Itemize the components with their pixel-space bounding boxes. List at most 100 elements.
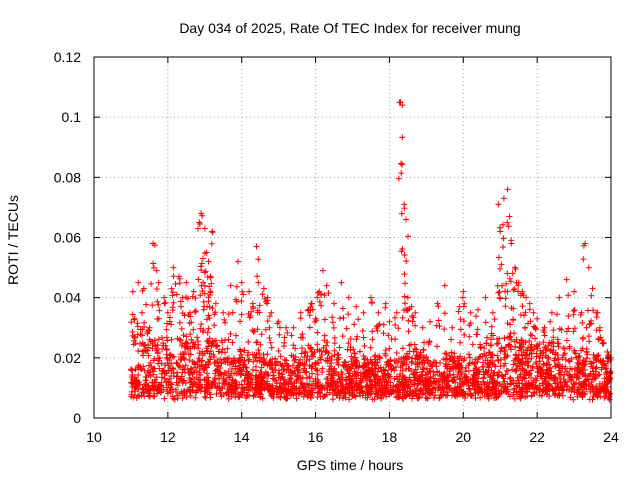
scatter-point-dense [419, 377, 426, 384]
scatter-point-dense [501, 334, 508, 341]
scatter-point [312, 315, 319, 322]
scatter-point-dense [564, 383, 571, 390]
scatter-point-dense [149, 366, 156, 373]
scatter-point-spike [254, 339, 261, 346]
scatter-point-spike [162, 342, 169, 349]
scatter-point-spike [309, 306, 316, 313]
scatter-point-spike [398, 160, 405, 167]
scatter-point-dense [475, 389, 482, 396]
scatter-point-spike [565, 292, 572, 299]
scatter-point-spike [607, 370, 614, 377]
scatter-point-dense [279, 382, 286, 389]
scatter-point-spike [521, 325, 528, 332]
scatter-point-dense [546, 393, 553, 400]
scatter-point [399, 102, 406, 109]
scatter-point-spike [583, 349, 590, 356]
scatter-point-spike [503, 280, 510, 287]
scatter-point-dense [502, 371, 509, 378]
scatter-point-dense [410, 380, 417, 387]
scatter-point-spike [596, 358, 603, 365]
scatter-point-spike [183, 294, 190, 301]
scatter-point-dense [540, 360, 547, 367]
scatter-point-spike [563, 328, 570, 335]
scatter-point-dense [196, 350, 203, 357]
scatter-point-dense [212, 376, 219, 383]
scatter-point-dense [512, 352, 519, 359]
scatter-point-dense [394, 393, 401, 400]
scatter-point-spike [517, 311, 524, 318]
scatter-point-spike [176, 275, 183, 282]
scatter-point-dense [177, 356, 184, 363]
scatter-point-dense [472, 390, 479, 397]
scatter-point-dense [291, 367, 298, 374]
scatter-point-spike [602, 362, 609, 369]
scatter-point-dense [542, 375, 549, 382]
scatter-point-spike [504, 219, 511, 226]
scatter-point-dense [553, 362, 560, 369]
scatter-point-dense [427, 367, 434, 374]
scatter-point-dense [502, 385, 509, 392]
scatter-point-spike [266, 324, 273, 331]
scatter-point-dense [551, 392, 558, 399]
scatter-point-dense [511, 395, 518, 402]
scatter-point-dense [313, 382, 320, 389]
scatter-point [604, 348, 611, 355]
scatter-point-dense [212, 342, 219, 349]
scatter-point-dense [179, 340, 186, 347]
scatter-point-dense [287, 372, 294, 379]
scatter-point [475, 306, 482, 313]
x-tick-label: 24 [603, 429, 619, 445]
scatter-point-dense [186, 345, 193, 352]
scatter-point-spike [369, 336, 376, 343]
scatter-point-dense [523, 347, 530, 354]
scatter-point-dense [203, 387, 210, 394]
scatter-point-dense [278, 362, 285, 369]
scatter-point-dense [588, 360, 595, 367]
x-tick-label: 16 [308, 429, 324, 445]
scatter-point-spike [266, 313, 273, 320]
scatter-point-dense [558, 386, 565, 393]
scatter-point-spike [198, 260, 205, 267]
scatter-point-spike [399, 314, 406, 321]
scatter-point-dense [475, 375, 482, 382]
scatter-point-dense [411, 370, 418, 377]
scatter-point-dense [214, 363, 221, 370]
scatter-point-dense [243, 370, 250, 377]
scatter-point-spike [331, 334, 338, 341]
scatter-point [589, 285, 596, 292]
scatter-point-dense [416, 378, 423, 385]
scatter-point-dense [253, 367, 260, 374]
scatter-point-spike [527, 331, 534, 338]
scatter-point-spike [461, 300, 468, 307]
scatter-point-spike [336, 344, 343, 351]
scatter-point-dense [318, 386, 325, 393]
scatter-point-spike [154, 341, 161, 348]
scatter-point [155, 279, 162, 286]
scatter-point-spike [590, 307, 597, 314]
scatter-point-spike [186, 320, 193, 327]
scatter-point-spike [281, 356, 288, 363]
scatter-point-dense [230, 379, 237, 386]
scatter-point-spike [221, 316, 228, 323]
scatter-point-dense [510, 377, 517, 384]
scatter-point-dense [205, 380, 212, 387]
scatter-point-dense [194, 334, 201, 341]
scatter-point-dense [401, 384, 408, 391]
scatter-point [319, 267, 326, 274]
scatter-point-spike [206, 315, 213, 322]
scatter-point-dense [346, 388, 353, 395]
scatter-point [419, 324, 426, 331]
scatter-point-spike [176, 319, 183, 326]
scatter-point-spike [547, 318, 554, 325]
scatter-point-spike [206, 304, 213, 311]
scatter-point-spike [195, 276, 202, 283]
scatter-point-dense [270, 395, 277, 402]
scatter-point [323, 282, 330, 289]
scatter-point-dense [179, 395, 186, 402]
scatter-point-dense [590, 375, 597, 382]
scatter-point-spike [316, 298, 323, 305]
scatter-point-dense [537, 347, 544, 354]
scatter-point-dense [526, 337, 533, 344]
scatter-point-spike [488, 330, 495, 337]
scatter-point-dense [145, 362, 152, 369]
